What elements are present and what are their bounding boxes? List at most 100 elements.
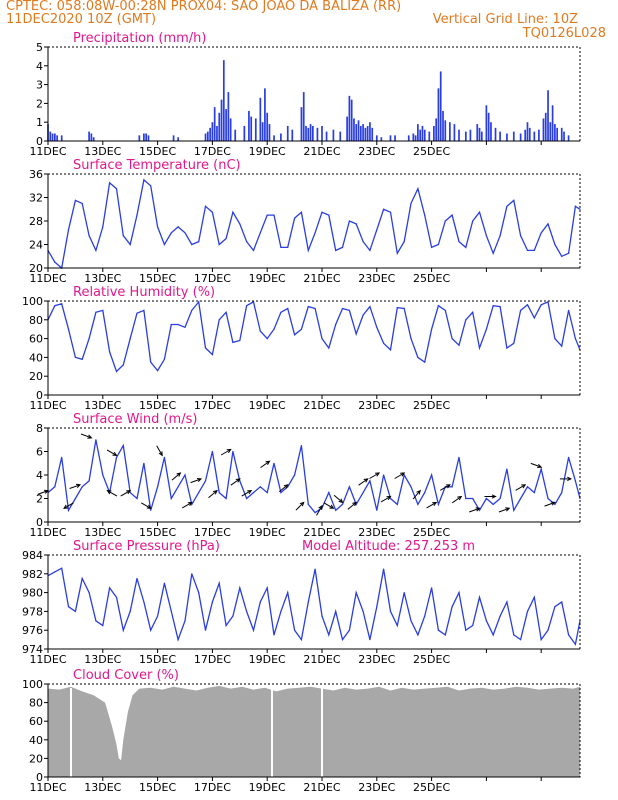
y-tick-label: 32 <box>29 192 43 205</box>
temp-point <box>280 246 282 248</box>
pressure-point <box>225 624 227 627</box>
temp-point <box>383 208 385 210</box>
precip-bar <box>414 135 417 141</box>
wind-point <box>136 497 138 500</box>
temp-point <box>246 241 248 243</box>
precip-bar <box>560 127 563 141</box>
temp-point <box>225 238 227 240</box>
temp-point <box>335 249 337 251</box>
pressure-point <box>177 639 179 641</box>
pressure-frame <box>47 554 581 650</box>
rh-point <box>465 319 467 321</box>
precip-bar <box>225 109 227 141</box>
temp-point <box>191 243 193 246</box>
temp-point <box>341 246 344 248</box>
rh-point <box>287 307 289 310</box>
temp-point <box>431 246 433 248</box>
wind-point <box>259 486 261 488</box>
pressure-point <box>294 629 296 631</box>
y-tick-label: 978 <box>22 605 43 618</box>
precip-bar <box>433 125 435 141</box>
precip-bar <box>528 127 531 141</box>
precip-bar <box>369 122 371 141</box>
rh-point <box>540 304 542 306</box>
pressure-point <box>451 606 453 608</box>
wind-arrow-head <box>375 472 381 477</box>
rh-point <box>300 328 302 330</box>
pressure-point <box>252 629 255 631</box>
temp-point <box>67 229 70 231</box>
rh-point <box>239 339 241 342</box>
pressure-point <box>540 639 542 641</box>
wind-arrow-head <box>363 478 369 483</box>
pressure-point <box>95 620 97 622</box>
temp-point <box>492 252 494 254</box>
wind-point <box>211 450 213 453</box>
pressure-point <box>232 615 234 617</box>
precip-bar <box>435 118 438 141</box>
x-tick-label: 25DEC <box>413 781 450 794</box>
rh-point <box>513 342 515 344</box>
precip-bar <box>417 124 419 141</box>
wind-arrow <box>380 496 391 503</box>
precip-bar <box>362 124 364 141</box>
wind-point <box>540 468 542 470</box>
rh-point <box>129 338 131 340</box>
pressure-point <box>376 606 378 608</box>
temp-point <box>451 214 453 216</box>
precip-bar <box>366 125 369 141</box>
precip-bar <box>346 116 348 141</box>
wind-point <box>143 462 145 464</box>
precip-bar <box>56 135 58 141</box>
precip-bar <box>538 129 540 141</box>
x-tick-label: 15DEC <box>139 781 176 794</box>
wind-arrow <box>515 484 526 491</box>
wind-point <box>410 486 412 488</box>
rh-point <box>574 338 577 340</box>
temp-point <box>211 211 213 213</box>
wind-arrow <box>295 502 305 511</box>
precip-bar <box>348 95 351 141</box>
precip-bar <box>567 135 570 141</box>
wind-point <box>300 445 302 447</box>
temp-point <box>424 214 426 216</box>
pressure-point <box>328 634 330 636</box>
wind-point <box>431 474 433 476</box>
precip-bar <box>229 118 232 141</box>
rh-point <box>321 338 323 340</box>
precip-bar <box>49 131 52 141</box>
rh-point <box>109 351 111 353</box>
rh-point <box>67 328 70 330</box>
precip-bar <box>524 129 527 141</box>
temp-point <box>362 241 364 243</box>
x-tick-label: 21DEC <box>303 653 340 666</box>
wind-point <box>61 456 63 458</box>
pressure-point <box>561 601 563 603</box>
wind-arrow <box>412 490 421 500</box>
wind-point <box>273 462 275 464</box>
precip-bar <box>519 133 522 141</box>
y-tick-label: 20 <box>29 752 43 765</box>
precip-bar <box>211 122 214 141</box>
wind-point <box>579 497 581 500</box>
x-tick-label: 11DEC <box>29 272 66 285</box>
pressure-point <box>136 577 138 580</box>
pressure-point <box>218 582 220 584</box>
precip-bar <box>177 137 179 141</box>
wind-arrow-head <box>196 478 203 483</box>
wind-arrow <box>156 445 163 456</box>
y-tick-label: 5 <box>36 41 43 54</box>
precip-bar <box>321 125 323 141</box>
pressure-point <box>389 610 392 613</box>
cloud-title: Cloud Cover (%) <box>73 668 179 683</box>
y-tick-label: 3 <box>36 79 43 92</box>
pressure-series-line <box>47 567 581 646</box>
precip-bar <box>439 71 442 141</box>
wind-arrow <box>452 496 462 504</box>
wind-title: Surface Wind (m/s) <box>73 412 197 427</box>
pressure-point <box>506 601 508 603</box>
x-tick-label: 13DEC <box>84 526 121 539</box>
precip-bar <box>364 127 367 141</box>
pressure-point <box>81 577 83 580</box>
y-tick-label: 80 <box>29 314 43 327</box>
